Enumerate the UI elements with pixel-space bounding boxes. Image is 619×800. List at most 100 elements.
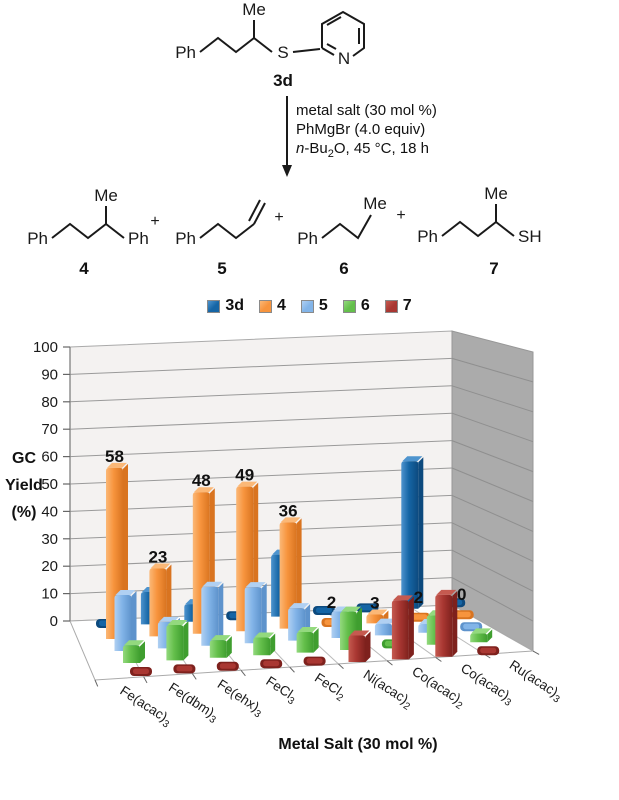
y-axis-title: Yield — [5, 477, 43, 494]
y-tick-label: 90 — [41, 366, 58, 383]
substrate-s-label: S — [277, 43, 288, 62]
bar-value-label: 48 — [192, 471, 211, 490]
structure-4 — [51, 206, 125, 240]
bar-7-Fe(dbm)3 — [173, 664, 196, 674]
product5-ph-label: Ph — [175, 229, 196, 248]
reaction-conditions: metal salt (30 mol %) PhMgBr (4.0 equiv)… — [296, 101, 437, 164]
product4-ph-label: Ph — [27, 229, 48, 248]
legend-label: 7 — [402, 297, 412, 314]
legend-label: 5 — [318, 297, 328, 314]
category-tick — [143, 676, 148, 684]
category-tick — [386, 660, 393, 666]
gridline — [69, 357, 453, 375]
category-tick — [289, 666, 295, 673]
substrate-ph-label: Ph — [175, 43, 196, 62]
category-label-Fe(dbm)3: Fe(dbm)3 — [164, 680, 222, 727]
chart-area: 0 10 20 30 40 50 60 70 80 90 100 GC Yield (%) 58 23 48 49… — [0, 325, 619, 800]
bar-6-Fe(acac)3 — [123, 640, 145, 663]
legend-item-5: 5 — [300, 297, 328, 315]
reaction-scheme: Ph Me S N 3d Ph Me Ph 4 + Ph 5 + Ph Me 6… — [27, 0, 541, 278]
arrow-head-icon — [282, 165, 292, 177]
substrate-number: 3d — [273, 71, 293, 90]
gridline — [69, 412, 453, 430]
category-label-FeCl3: FeCl3 — [261, 673, 300, 707]
product4-ph2-label: Ph — [128, 229, 149, 248]
chart-legend: 3d 4 5 6 7 — [0, 297, 619, 315]
plus-sign-1: + — [150, 213, 159, 230]
gridline — [69, 467, 453, 485]
legend-item-4: 4 — [259, 297, 286, 315]
bar-7-Fe(ehx)3 — [216, 661, 239, 671]
y-axis-title: GC — [12, 450, 36, 467]
legend-item-7: 7 — [384, 297, 412, 315]
product7-ph-label: Ph — [417, 227, 438, 246]
category-label-Ni(acac)2: Ni(acac)2 — [359, 667, 416, 713]
bar-value-label: 3 — [370, 594, 379, 613]
bar-6-Fe(ehx)3 — [209, 635, 232, 658]
side-gridline — [451, 385, 534, 413]
bar-6-Ru(acac)3 — [470, 628, 493, 643]
product5-number: 5 — [217, 259, 226, 278]
structure-7 — [441, 204, 515, 238]
bar-7-Ni(acac)2 — [348, 630, 371, 662]
legend-swatch-icon — [342, 299, 356, 313]
bar-value-label: 2 — [327, 593, 336, 612]
legend-label: 3d — [225, 297, 245, 314]
product6-ph-label: Ph — [297, 229, 318, 248]
bar-7-Co(acac)3 — [435, 589, 458, 657]
side-gridline — [451, 522, 534, 562]
y-axis-title: (%) — [12, 504, 37, 521]
bar-value-label: 36 — [279, 501, 298, 520]
bar-value-label: 0 — [457, 585, 466, 604]
condition-line-1: metal salt (30 mol %) — [296, 102, 437, 119]
legend-swatch-icon — [259, 299, 273, 313]
structure-6 — [321, 214, 372, 240]
y-tick-label: 50 — [41, 476, 58, 493]
category-tick — [532, 650, 540, 655]
category-tick — [240, 670, 246, 677]
side-gridline — [451, 494, 534, 532]
product6-number: 6 — [339, 259, 348, 278]
bar-6-FeCl3 — [253, 632, 276, 656]
product7-me-label: Me — [484, 184, 508, 203]
legend-label: 4 — [277, 297, 286, 314]
condition-line-2: PhMgBr (4.0 equiv) — [296, 121, 426, 138]
y-tick-label: 60 — [41, 449, 58, 466]
gridline — [69, 549, 453, 567]
y-tick-label: 100 — [33, 339, 58, 356]
category-tick — [191, 673, 197, 680]
gridline — [69, 385, 453, 403]
gridline — [69, 440, 453, 458]
condition-line-3: n-Bu2O, 45 °C, 18 h — [296, 140, 430, 160]
category-tick — [435, 657, 442, 662]
bar-7-FeCl2 — [303, 656, 326, 666]
gridline — [69, 494, 453, 512]
substrate-me-label: Me — [242, 0, 266, 19]
legend-item-6: 6 — [342, 297, 370, 315]
bar-value-label: 49 — [235, 466, 254, 485]
legend-swatch-icon — [300, 299, 314, 313]
bar-value-label: 2 — [414, 588, 423, 607]
legend-swatch-icon — [384, 299, 398, 313]
product4-me-label: Me — [94, 186, 118, 205]
gridline — [69, 522, 453, 540]
bar-3d-Co(acac)3 — [401, 456, 424, 609]
category-label-Ru(acac)3: Ru(acac)3 — [505, 657, 566, 706]
category-label-Fe(ehx)3: Fe(ehx)3 — [213, 676, 267, 720]
bar-4-FeCl2 — [279, 517, 302, 629]
category-tick — [338, 663, 344, 670]
product7-number: 7 — [489, 259, 498, 278]
y-tick-label: 70 — [41, 421, 58, 438]
legend-item-3d: 3d — [207, 297, 244, 315]
y-tick-label: 20 — [41, 558, 58, 575]
category-label-Fe(acac)3: Fe(acac)3 — [115, 683, 175, 731]
bar-7-Co(acac)2 — [391, 595, 414, 660]
y-tick-label: 40 — [41, 503, 58, 520]
bar-7-Fe(acac)3 — [130, 667, 152, 676]
y-tick-label: 30 — [41, 531, 58, 548]
substrate-n-label: N — [338, 49, 350, 68]
category-tick — [94, 679, 99, 687]
product6-me-label: Me — [363, 194, 387, 213]
bar-5-FeCl3 — [244, 582, 267, 644]
